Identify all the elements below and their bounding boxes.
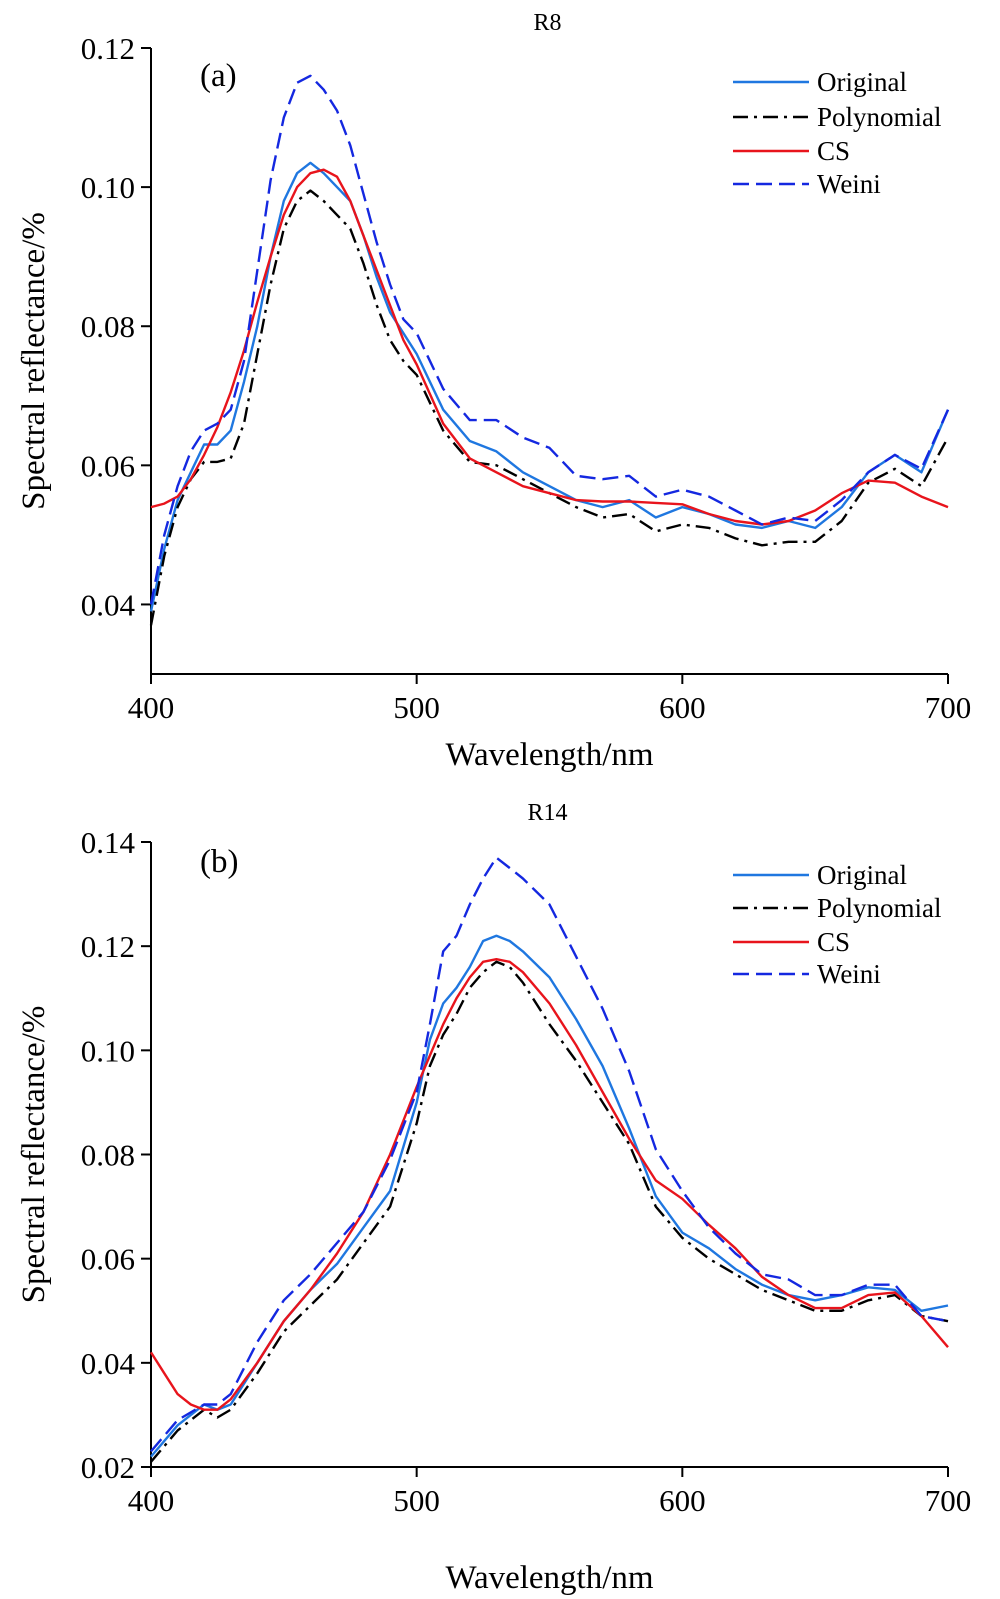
- y-tick-label: 0.08: [81, 309, 135, 344]
- y-tick-label: 0.12: [81, 31, 135, 66]
- legend-label-polynomial: Polynomial: [817, 102, 942, 132]
- x-tick-label: 500: [393, 690, 440, 725]
- series-line-polynomial: [150, 960, 949, 1463]
- y-tick-label: 0.10: [81, 170, 135, 205]
- x-tick-label: 600: [659, 1483, 706, 1518]
- legend-label-weini: Weini: [817, 169, 881, 199]
- legend-label-cs: CS: [817, 136, 850, 166]
- x-tick-label: 500: [393, 1483, 440, 1518]
- y-tick-label: 0.14: [81, 825, 136, 860]
- legend-label-polynomial: Polynomial: [817, 893, 942, 923]
- chart-title: R8: [533, 10, 561, 36]
- y-tick-label: 0.06: [81, 1242, 135, 1277]
- chart-title: R14: [527, 800, 567, 826]
- series-line-original: [149, 161, 950, 612]
- panel-label: (b): [200, 844, 238, 880]
- y-tick-label: 0.06: [81, 448, 135, 483]
- y-tick-label: 0.04: [81, 1346, 136, 1381]
- series-line-polynomial: [149, 189, 950, 626]
- x-axis-label: Wavelength/nm: [445, 1560, 653, 1596]
- y-axis-label: Spectral reflectance/%: [16, 212, 52, 510]
- x-axis-label: Wavelength/nm: [445, 737, 653, 773]
- legend-label-cs: CS: [817, 927, 850, 957]
- panel-label: (a): [200, 58, 237, 94]
- x-tick-label: 700: [925, 1483, 972, 1518]
- series-line-cs: [149, 958, 949, 1411]
- series-line-cs: [150, 168, 949, 526]
- y-tick-label: 0.04: [81, 587, 136, 622]
- y-axis-label: Spectral reflectance/%: [16, 1006, 52, 1304]
- series-line-weini: [149, 74, 950, 605]
- legend-label-original: Original: [817, 860, 907, 890]
- legend-label-weini: Weini: [817, 959, 881, 989]
- legend-label-original: Original: [817, 67, 907, 97]
- y-tick-label: 0.02: [81, 1450, 135, 1485]
- x-tick-label: 400: [128, 1483, 175, 1518]
- chart-panel-1: R8 (a) 0.04 0.06 0.08 0.10 0.12 400 500 600 700 Wav…: [16, 10, 971, 773]
- x-tick-label: 700: [925, 690, 972, 725]
- x-tick-label: 600: [659, 690, 706, 725]
- x-tick-label: 400: [128, 690, 175, 725]
- chart-panel-2: R14 (b) 0.02 0.04 0.06 0.08 0.10 0.12 0.14 400 500…: [16, 800, 971, 1596]
- series-line-original: [150, 934, 949, 1458]
- series-line-weini: [150, 856, 949, 1453]
- y-tick-label: 0.08: [81, 1138, 135, 1173]
- y-tick-label: 0.12: [81, 929, 135, 964]
- y-tick-label: 0.10: [81, 1033, 135, 1068]
